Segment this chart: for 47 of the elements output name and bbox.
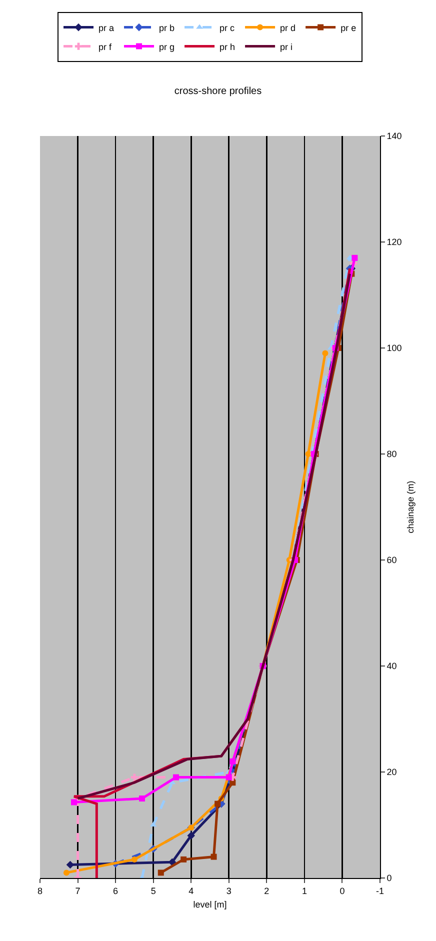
point xyxy=(230,758,236,764)
x-tick-label: 8 xyxy=(37,886,43,896)
point xyxy=(63,870,70,876)
point xyxy=(139,796,145,802)
legend-label: pr f xyxy=(98,42,112,52)
y-tick-label: 120 xyxy=(386,237,402,248)
point xyxy=(210,854,217,860)
y-tick-label: 60 xyxy=(386,555,397,566)
point xyxy=(322,350,328,356)
point xyxy=(130,774,138,781)
point xyxy=(180,856,187,862)
legend-label: pr g xyxy=(159,42,175,52)
chart-title: cross-shore profiles xyxy=(174,86,262,98)
y-tick-label: 0 xyxy=(386,873,392,884)
x-tick-label: 1 xyxy=(302,886,307,896)
legend-label: pr d xyxy=(280,22,296,33)
x-tick-label: 4 xyxy=(188,886,194,896)
x-tick-label: 6 xyxy=(113,886,118,896)
y-tick-label: 100 xyxy=(386,343,402,354)
x-tick-label: 2 xyxy=(264,886,270,896)
legend-label: pr e xyxy=(340,22,356,33)
y-tick-label: 20 xyxy=(386,767,397,778)
x-axis-title: level [m] xyxy=(193,900,227,910)
legend-label: pr i xyxy=(280,42,293,52)
point xyxy=(226,774,232,780)
point xyxy=(305,451,312,457)
x-tick-label: -1 xyxy=(376,886,384,896)
y-tick-label: 80 xyxy=(386,449,397,460)
point xyxy=(131,856,138,862)
point xyxy=(173,774,179,780)
x-tick-label: 0 xyxy=(340,886,345,896)
x-tick-label: 7 xyxy=(75,886,80,896)
x-tick-label: 5 xyxy=(150,886,156,896)
point xyxy=(352,254,358,261)
legend-label: pr h xyxy=(220,42,236,52)
point xyxy=(66,860,74,869)
y-tick-label: 40 xyxy=(386,661,397,672)
legend-label: pr a xyxy=(98,22,114,33)
point xyxy=(158,870,164,876)
point xyxy=(214,800,221,807)
y-axis-title: chainage (m) xyxy=(406,480,416,534)
legend-label: pr c xyxy=(220,22,236,33)
y-tick-label: 140 xyxy=(386,131,402,142)
point xyxy=(187,832,196,840)
x-tick-label: 3 xyxy=(226,886,232,896)
legend-label: pr b xyxy=(159,22,175,33)
point xyxy=(71,799,77,806)
